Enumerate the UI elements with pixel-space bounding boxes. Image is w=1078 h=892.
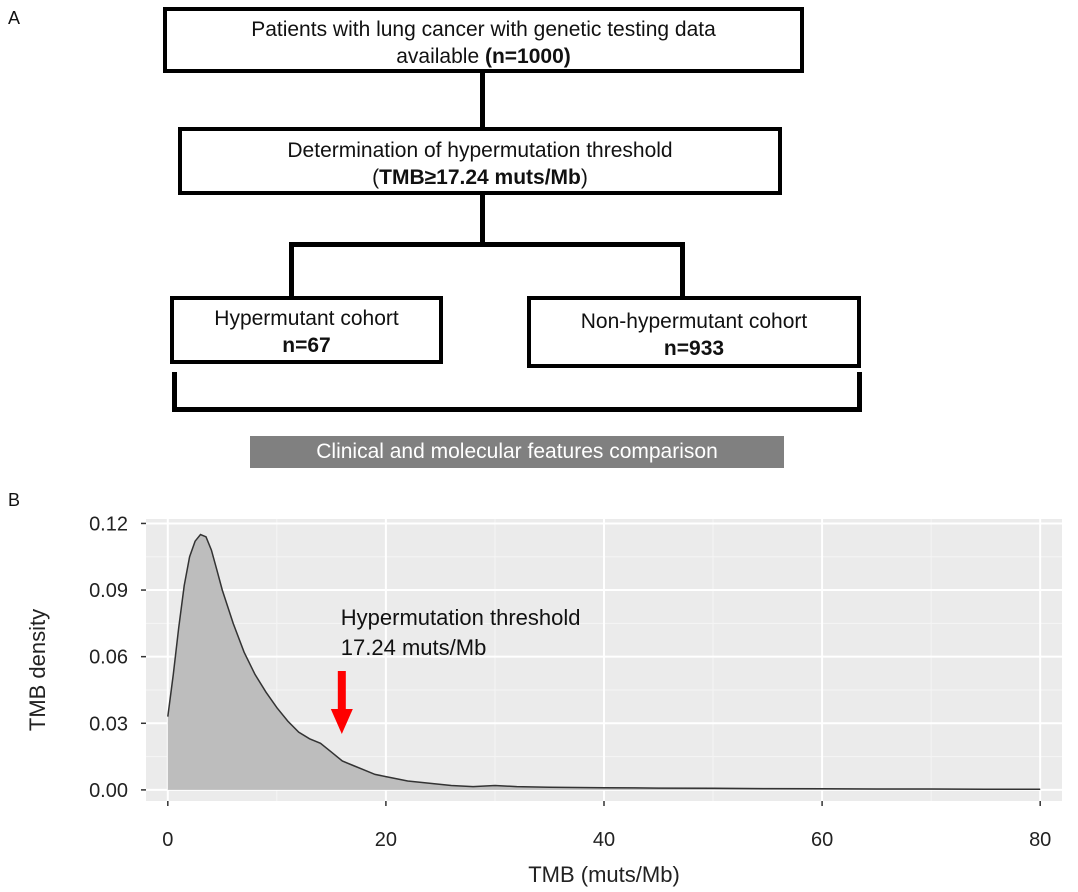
box-hypermutant: Hypermutant cohort n=67: [170, 296, 443, 364]
y-tick-label: 0.03: [89, 713, 128, 735]
x-tick-label: 40: [593, 829, 615, 851]
box-all-patients-line2: available (n=1000): [396, 45, 571, 68]
hypermutant-count: n=67: [282, 334, 331, 357]
density-area: [167, 534, 1041, 790]
box-all-patients: Patients with lung cancer with genetic t…: [163, 7, 804, 73]
panel-b-label: B: [8, 490, 21, 510]
annotation-value: 17.24 muts/Mb: [341, 635, 487, 660]
x-tick-label: 80: [1029, 829, 1051, 851]
box-non-hypermutant-line2: n=933: [531, 335, 857, 362]
total-count: (n=1000): [484, 45, 571, 68]
annotation-title: Hypermutation threshold: [341, 605, 581, 630]
y-tick-label: 0.00: [89, 780, 128, 802]
density-curve: [167, 533, 1041, 790]
y-axis-label: TMB density: [25, 609, 50, 731]
connector-top: [480, 72, 485, 129]
y-axis-ticks: 0.00 0.03 0.06 0.09 0.12: [89, 513, 146, 802]
x-tick-label: 20: [375, 829, 397, 851]
y-tick-label: 0.12: [89, 513, 128, 535]
y-tick-label: 0.09: [89, 580, 128, 602]
arrow-head: [330, 709, 353, 734]
panel-a-label: A: [8, 8, 21, 28]
box-threshold-line2: (TMB≥17.24 muts/Mb): [372, 166, 588, 189]
x-axis-ticks: 0 20 40 60 80: [162, 801, 1051, 851]
comparison-label: Clinical and molecular features comparis…: [250, 436, 784, 468]
box-threshold: Determination of hypermutation threshold…: [178, 127, 782, 195]
connector-mid: [480, 194, 485, 244]
box-hypermutant-line1: Hypermutant cohort: [214, 307, 399, 330]
connector-left-drop: [289, 242, 294, 298]
connector-horizontal: [289, 242, 685, 247]
box-non-hypermutant: Non-hypermutant cohort n=933: [527, 296, 861, 368]
box-threshold-line1: Determination of hypermutation threshold: [287, 139, 673, 162]
box-all-patients-line1: Patients with lung cancer with genetic t…: [251, 18, 716, 41]
y-tick-label: 0.06: [89, 647, 128, 669]
bracket-right: [857, 372, 862, 412]
threshold-arrow-icon: [330, 671, 353, 734]
connector-right-drop: [680, 242, 685, 298]
bracket-bottom: [172, 407, 862, 412]
non-hypermutant-count: n=933: [663, 337, 725, 360]
box-hypermutant-line2: n=67: [174, 332, 439, 359]
arrow-shaft: [337, 671, 346, 713]
x-tick-label: 60: [811, 829, 833, 851]
x-axis-label: TMB (muts/Mb): [528, 862, 680, 887]
density-chart: 0 20 40 60 80 0.00 0.03 0.06 0.09 0.12 TMB (muts…: [25, 513, 1062, 887]
bracket-left: [172, 372, 177, 412]
threshold-value: TMB≥17.24 muts/Mb: [379, 166, 581, 189]
box-non-hypermutant-line1: Non-hypermutant cohort: [580, 310, 808, 333]
x-tick-label: 0: [162, 829, 173, 851]
